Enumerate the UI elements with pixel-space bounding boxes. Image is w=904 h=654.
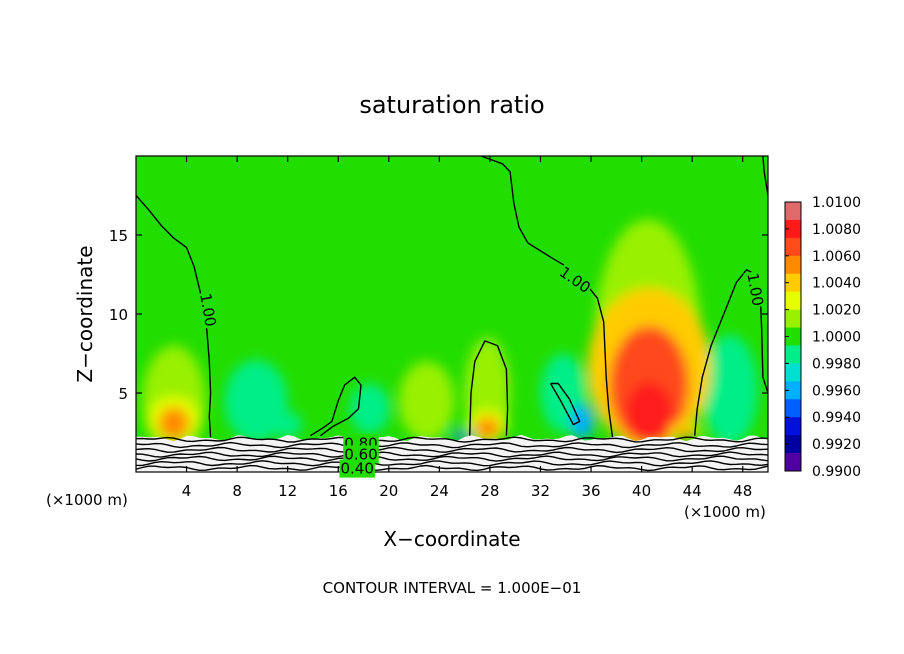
contour-line-1-00-center — [480, 156, 614, 438]
colorbar-label: 1.0060 — [812, 249, 861, 265]
y-tick-label: 10 — [109, 306, 128, 324]
chart-title: saturation ratio — [359, 91, 544, 119]
contour-line-ground — [136, 441, 768, 449]
contour-line-ground — [136, 464, 768, 472]
colorbar-swatch — [785, 363, 801, 382]
x-tick-label: 4 — [182, 482, 192, 500]
colorbar-swatch — [785, 202, 801, 221]
contour-label: 0.40 — [340, 460, 373, 478]
x-axis-ticks: 4 8 12 16 20 24 28 32 36 40 44 48 — [182, 156, 752, 500]
x-tick-label: 40 — [632, 482, 651, 500]
colorbar-swatch — [785, 291, 801, 310]
field-blob — [349, 383, 391, 435]
field-blob — [625, 381, 674, 445]
colorbar-swatch — [785, 327, 801, 346]
colorbar-label: 1.0000 — [812, 330, 861, 346]
colorbar-label: 1.0040 — [812, 276, 861, 292]
x-tick-label: 48 — [733, 482, 752, 500]
field-blob — [679, 432, 693, 438]
colorbar-label: 0.9960 — [812, 383, 861, 399]
contour-line-1-00-bubble-b — [310, 376, 362, 437]
contour-line-1-00-edge — [762, 156, 768, 196]
x-tick-label: 20 — [379, 482, 398, 500]
y-axis-label: Z−coordinate — [73, 245, 97, 382]
plot-area — [136, 156, 768, 472]
x-tick-label: 24 — [430, 482, 449, 500]
x-tick-label: 32 — [531, 482, 550, 500]
colorbar-swatch — [785, 453, 801, 472]
contour-lines — [136, 156, 768, 472]
field-blob — [272, 411, 303, 438]
field-blob — [702, 334, 758, 446]
x-tick-label: 28 — [480, 482, 499, 500]
colorbar-swatch — [785, 417, 801, 436]
contour-line-ground — [136, 451, 768, 458]
contour-label: 1.00 — [196, 292, 220, 328]
x-tick-label: 12 — [278, 482, 297, 500]
contour-line-ground — [136, 460, 768, 467]
colorbar-swatch — [785, 309, 801, 328]
contour-line-ground — [136, 436, 768, 443]
colorbar-label: 1.0080 — [812, 222, 861, 238]
contour-line-ground — [136, 446, 768, 454]
contour-line-1-00-bubble-a — [469, 340, 509, 436]
x-tick-label: 36 — [581, 482, 600, 500]
y-axis-ticks: 5 10 15 — [109, 227, 768, 403]
contour-interval-footer: CONTOUR INTERVAL = 1.000E−01 — [323, 579, 582, 597]
field-blob — [224, 359, 288, 442]
colorbar-swatch — [785, 255, 801, 275]
contour-line-1-00-bubble-c — [549, 382, 581, 426]
colorbar-swatch — [785, 435, 801, 454]
field-blob — [398, 361, 455, 441]
x-tick-label: 16 — [329, 482, 348, 500]
contour-line-1-00-left — [136, 195, 212, 438]
colorbar: 1.0100 1.0080 1.0060 1.0040 1.0020 1.0000 0.99… — [784, 195, 861, 480]
contour-line-1-00-right — [694, 269, 768, 436]
x-unit-left: (×1000 m) — [46, 491, 128, 509]
colorbar-swatch — [785, 219, 801, 239]
x-axis-label: X−coordinate — [383, 527, 520, 551]
x-unit-right: (×1000 m) — [684, 503, 766, 521]
x-tick-label: 44 — [683, 482, 702, 500]
colorbar-label: 0.9980 — [812, 356, 861, 372]
contour-label: 1.00 — [743, 271, 767, 307]
colorbar-label: 0.9920 — [812, 437, 861, 453]
colorbar-swatch — [785, 273, 801, 293]
colorbar-label: 0.9940 — [812, 410, 861, 426]
colorbar-swatch — [785, 381, 801, 400]
y-tick-label: 15 — [109, 227, 128, 245]
field-blob — [164, 422, 184, 440]
colorbar-label: 1.0100 — [812, 195, 861, 211]
colorbar-label: 1.0020 — [812, 303, 861, 319]
field-blob — [575, 419, 589, 439]
colorbar-label: 0.9900 — [812, 464, 861, 480]
y-tick-label: 5 — [118, 385, 128, 403]
colorbar-swatch — [785, 345, 801, 364]
x-tick-label: 8 — [232, 482, 242, 500]
saturation-field — [142, 219, 758, 457]
colorbar-swatch — [785, 399, 801, 418]
contour-line-ground — [136, 455, 768, 462]
contour-label: 0.60 — [344, 445, 377, 463]
field-blob — [479, 427, 496, 439]
colorbar-swatch — [785, 237, 801, 257]
